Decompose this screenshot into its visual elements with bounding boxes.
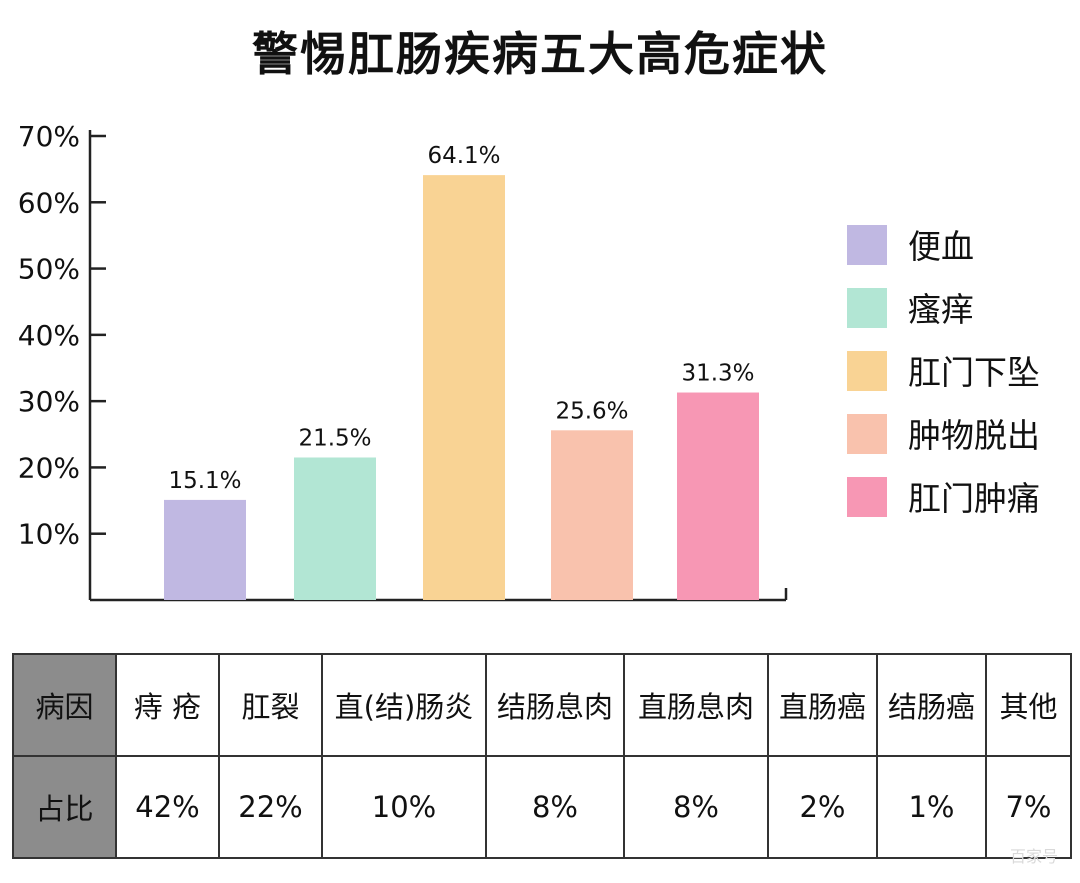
cause-cell: 直肠癌 xyxy=(767,653,878,757)
cause-cell: 其他 xyxy=(985,653,1072,757)
cause-cell: 肛裂 xyxy=(218,653,323,757)
legend-swatch xyxy=(847,414,887,454)
legend-label: 肿物脱出 xyxy=(908,416,1040,455)
legend-swatch xyxy=(847,351,887,391)
legend-label: 肛门肿痛 xyxy=(908,479,1040,518)
bar xyxy=(164,499,246,600)
bar-chart: 10% 20% 30% 40% 50% 60% 70% 15.1% 21.5% 64.1% 25.… xyxy=(18,120,1040,602)
cause-cell: 直(结)肠炎 xyxy=(321,653,487,757)
legend-swatch xyxy=(847,288,887,328)
share-cell: 42% xyxy=(115,755,220,859)
cause-cell: 痔 疮 xyxy=(115,653,220,757)
y-tick-label: 30% xyxy=(18,385,80,418)
y-tick-label: 50% xyxy=(18,253,80,286)
share-cell: 2% xyxy=(767,755,878,859)
legend-label: 肛门下坠 xyxy=(908,353,1040,392)
share-cell: 8% xyxy=(485,755,625,859)
bar-value-label: 25.6% xyxy=(555,398,628,424)
chart-title: 警惕肛肠疾病五大高危症状 xyxy=(252,27,828,81)
bar xyxy=(677,392,759,600)
y-tick-label: 40% xyxy=(18,319,80,352)
share-cell: 8% xyxy=(623,755,769,859)
cause-row: 病因 痔 疮 肛裂 直(结)肠炎 结肠息肉 直肠息肉 直肠癌 结肠癌 其他 xyxy=(12,653,1072,757)
legend-label: 便血 xyxy=(908,227,974,266)
share-cell: 22% xyxy=(218,755,323,859)
cause-cell: 直肠息肉 xyxy=(623,653,769,757)
bar xyxy=(423,175,505,600)
cause-cell: 结肠癌 xyxy=(876,653,987,757)
row-header-share: 占比 xyxy=(12,755,117,859)
bar xyxy=(294,457,376,600)
y-tick-label: 20% xyxy=(18,451,80,484)
bar-value-label: 15.1% xyxy=(168,468,241,494)
legend-swatch xyxy=(847,225,887,265)
bar-value-label: 31.3% xyxy=(681,361,754,387)
share-cell: 7% xyxy=(985,755,1072,859)
watermark: 百家号 xyxy=(1009,847,1058,866)
share-cell: 1% xyxy=(876,755,987,859)
y-tick-label: 70% xyxy=(18,120,80,153)
share-cell: 10% xyxy=(321,755,487,859)
cause-cell: 结肠息肉 xyxy=(485,653,625,757)
cause-share-table: 病因 痔 疮 肛裂 直(结)肠炎 结肠息肉 直肠息肉 直肠癌 结肠癌 其他 占比… xyxy=(12,653,1072,859)
share-row: 占比 42% 22% 10% 8% 8% 2% 1% 7% xyxy=(12,755,1072,859)
legend-swatch xyxy=(847,477,887,517)
y-tick-label: 10% xyxy=(18,518,80,551)
y-tick-label: 60% xyxy=(18,186,80,219)
bar-value-label: 21.5% xyxy=(298,425,371,451)
row-header-cause: 病因 xyxy=(12,653,117,757)
legend-label: 瘙痒 xyxy=(908,290,974,329)
bar-value-label: 64.1% xyxy=(427,143,500,169)
bar xyxy=(551,430,633,600)
